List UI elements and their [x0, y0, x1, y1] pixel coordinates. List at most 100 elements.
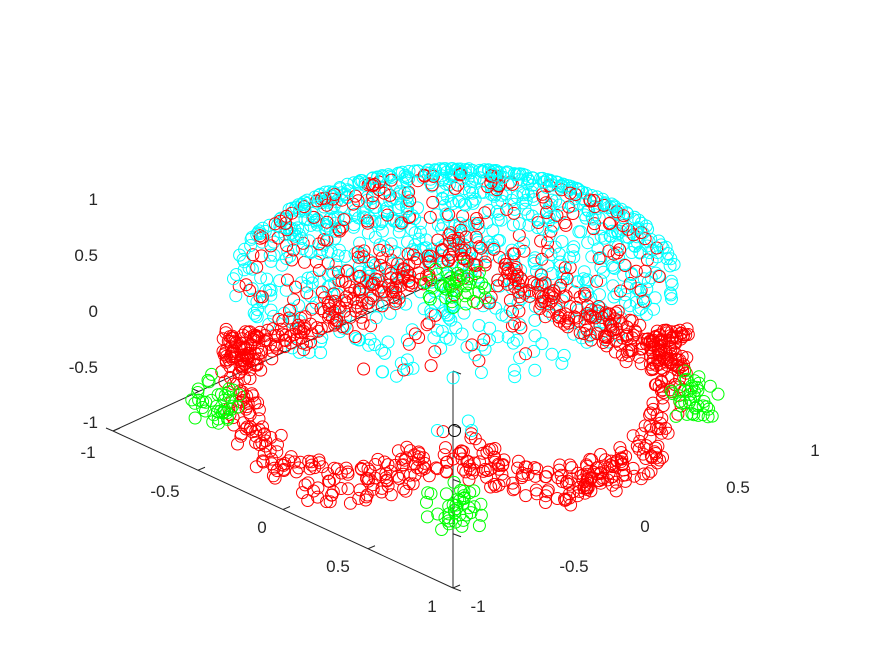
- data-point: [277, 464, 291, 477]
- data-point: [192, 393, 206, 407]
- data-point: [620, 281, 634, 295]
- data-point: [391, 444, 405, 458]
- data-point: [655, 411, 669, 425]
- data-point: [646, 396, 660, 410]
- data-point: [461, 414, 475, 428]
- z-axis-line: [452, 370, 462, 592]
- data-point: [550, 302, 563, 316]
- data-point: [424, 359, 438, 373]
- data-point: [453, 268, 467, 282]
- data-point: [527, 276, 541, 290]
- data-point: [467, 294, 480, 308]
- data-point: [682, 395, 696, 409]
- data-point: [600, 339, 614, 353]
- data-point: [413, 225, 427, 239]
- data-point: [329, 258, 343, 272]
- data-point: [478, 281, 492, 295]
- data-point: [251, 226, 265, 240]
- data-point: [511, 461, 525, 475]
- data-point: [562, 477, 576, 491]
- data-point: [617, 268, 631, 282]
- data-point: [335, 274, 349, 288]
- data-point: [289, 280, 303, 294]
- data-point: [312, 188, 326, 202]
- data-point: [612, 251, 626, 265]
- data-point: [535, 337, 549, 351]
- data-point: [646, 353, 660, 367]
- data-point: [581, 474, 595, 488]
- data-point: [528, 251, 542, 265]
- data-point: [257, 447, 271, 461]
- data-point: [541, 244, 555, 258]
- data-point: [312, 453, 326, 467]
- data-point: [650, 451, 664, 465]
- y-tick-label: 0: [640, 517, 649, 536]
- data-point: [274, 428, 288, 442]
- data-point: [591, 474, 605, 487]
- data-point: [516, 469, 530, 483]
- data-point: [702, 402, 716, 416]
- data-point: [609, 475, 623, 489]
- data-point: [580, 467, 594, 481]
- data-point: [615, 452, 629, 466]
- data-point: [400, 440, 414, 454]
- data-point: [401, 202, 414, 216]
- data-point: [418, 462, 432, 475]
- data-point: [528, 469, 542, 483]
- data-point: [669, 409, 683, 423]
- data-point: [224, 403, 238, 416]
- data-point: [327, 198, 341, 212]
- data-point: [373, 238, 387, 252]
- data-point: [534, 172, 548, 185]
- data-point: [559, 218, 573, 232]
- data-point: [587, 232, 601, 246]
- data-point: [422, 290, 436, 303]
- data-point: [366, 171, 380, 185]
- data-point: [211, 388, 225, 402]
- data-point: [474, 508, 488, 522]
- data-point: [402, 164, 416, 178]
- data-point: [401, 265, 414, 279]
- data-point: [697, 395, 711, 408]
- data-point: [348, 203, 362, 217]
- data-point: [352, 211, 366, 225]
- data-point: [366, 179, 380, 193]
- data-point: [632, 442, 646, 456]
- data-point: [565, 461, 579, 475]
- data-point: [567, 240, 581, 254]
- data-point: [455, 519, 469, 533]
- data-point: [188, 411, 202, 425]
- data-point: [378, 455, 391, 469]
- data-point: [312, 263, 326, 277]
- data-point: [254, 249, 268, 263]
- data-point: [465, 194, 479, 208]
- data-point: [463, 180, 477, 194]
- data-point: [454, 243, 468, 257]
- data-point: [527, 344, 541, 358]
- data-point: [406, 248, 420, 262]
- data-point: [602, 244, 616, 258]
- data-point: [384, 237, 398, 251]
- data-point: [711, 387, 725, 401]
- data-point: [507, 363, 521, 377]
- data-point: [541, 236, 554, 250]
- data-point: [394, 356, 408, 370]
- data-point: [221, 412, 235, 426]
- y-tick-label: 0.5: [726, 478, 750, 497]
- data-point: [518, 286, 532, 300]
- data-point: [487, 477, 501, 491]
- data-point: [512, 285, 526, 299]
- data-point: [451, 266, 464, 280]
- data-point: [279, 283, 293, 297]
- data-point: [381, 335, 395, 349]
- data-point: [482, 203, 496, 217]
- data-point: [448, 515, 462, 529]
- data-point: [357, 362, 371, 376]
- data-point: [237, 255, 251, 269]
- axes-group: [105, 269, 462, 592]
- data-point: [474, 497, 488, 511]
- data-point: [635, 337, 649, 351]
- data-point: [646, 346, 660, 360]
- data-point: [446, 300, 460, 314]
- data-point: [431, 218, 445, 232]
